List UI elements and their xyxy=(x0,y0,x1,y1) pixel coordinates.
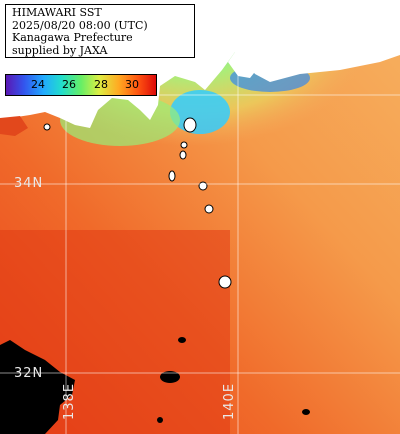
cloud-mid xyxy=(160,371,180,383)
longitude-label-138e: 138E xyxy=(62,382,77,420)
island-small-1 xyxy=(43,123,51,131)
island-mikura xyxy=(218,275,232,289)
title-line-1: HIMAWARI SST xyxy=(12,6,102,19)
color-scale: 24 26 28 30 xyxy=(5,74,157,96)
latitude-label-34n: 34N xyxy=(14,176,44,191)
title-line-4: supplied by JAXA xyxy=(12,43,108,57)
cloud-sw-3 xyxy=(0,400,14,434)
bay-cold-water xyxy=(170,90,230,134)
colorbar-tick-26: 26 xyxy=(62,78,76,91)
cloud-mask xyxy=(0,337,310,434)
title-line-2: 2025/08/20 08:00 (UTC) xyxy=(12,18,148,32)
coastal-warm-patch xyxy=(0,116,28,136)
colorbar-tick-30: 30 xyxy=(125,78,139,91)
colorbar-tick-24: 24 xyxy=(31,78,45,91)
island-small-2 xyxy=(180,141,188,149)
cloud-bottom xyxy=(302,409,310,415)
longitude-label-140e: 140E xyxy=(222,382,237,420)
island-toshima xyxy=(179,150,187,160)
cloud-sw-2 xyxy=(20,388,48,415)
colorbar-tick-28: 28 xyxy=(94,78,108,91)
latitude-label-32n: 32N xyxy=(14,366,44,381)
boso-peninsula xyxy=(295,0,400,48)
boso-land xyxy=(228,45,258,78)
cloud-sw-large xyxy=(0,340,75,434)
island-oshima xyxy=(183,117,197,133)
island-miyake xyxy=(204,204,214,214)
izu-islands xyxy=(43,117,232,289)
cloud-mid-3 xyxy=(157,417,163,423)
title-line-3: Kanagawa Prefecture xyxy=(12,31,133,44)
island-niijima xyxy=(168,170,176,182)
title-box: HIMAWARI SST 2025/08/20 08:00 (UTC) Kana… xyxy=(5,4,195,58)
island-kozu xyxy=(198,181,208,191)
cloud-mid-2 xyxy=(178,337,186,343)
